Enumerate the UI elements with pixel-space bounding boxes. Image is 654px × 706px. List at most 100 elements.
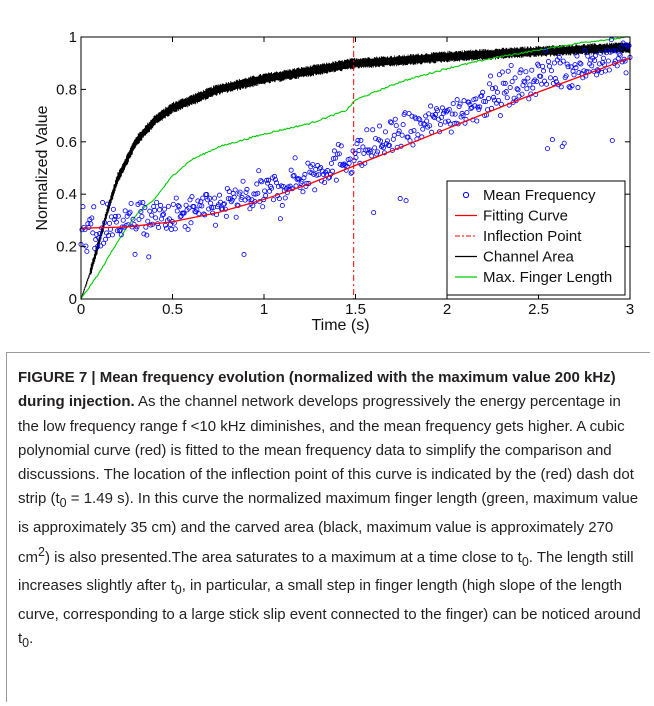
mean-frequency-point [393,123,399,129]
mean-frequency-point [112,213,118,219]
mean-frequency-point [226,189,232,195]
mean-frequency-point [114,228,120,234]
mean-frequency-point [144,232,150,238]
mean-frequency-point [173,195,179,201]
mean-frequency-point [521,78,527,84]
mean-frequency-point [476,106,482,112]
mean-frequency-point [560,58,566,64]
mean-frequency-point [490,94,496,100]
mean-frequency-point [102,220,108,226]
mean-frequency-point [98,243,104,249]
figure-caption: FIGURE 7 | Mean frequency evolution (nor… [18,366,642,655]
caption-left-rule [6,352,7,702]
mean-frequency-point [472,103,478,109]
mean-frequency-point [514,86,520,92]
mean-frequency-point [527,82,533,88]
mean-frequency-point [509,79,515,85]
mean-frequency-point [360,144,366,150]
x-tick-label: 3 [626,301,634,318]
mean-frequency-point [153,215,159,221]
mean-frequency-point [578,61,584,67]
mean-frequency-point [204,192,210,198]
mean-frequency-point [382,129,388,135]
mean-frequency-point [574,53,580,59]
mean-frequency-point [206,206,212,212]
mean-frequency-point [473,96,479,102]
mean-frequency-point [118,232,124,238]
mean-frequency-point [569,83,575,89]
mean-frequency-point [392,116,398,122]
caption-body-6: . [29,629,34,647]
mean-frequency-point [194,207,200,213]
y-tick-label: 0.4 [56,186,77,203]
chart-figure: 0 0.5 1 1.5 2 2.5 3 0 0.2 0.4 0.6 0.8 1 Time (s) Norma… [0,0,654,340]
mean-frequency-point [305,160,311,166]
mean-frequency-point [271,173,277,179]
mean-frequency-point [338,143,344,149]
mean-frequency-point [435,108,441,114]
mean-frequency-point [140,200,146,206]
mean-frequency-point [127,209,133,215]
mean-frequency-point [183,202,189,208]
x-tick-label: 2.5 [528,301,549,318]
mean-frequency-point [606,67,612,73]
mean-frequency-point [294,176,300,182]
mean-frequency-point [618,44,624,50]
mean-frequency-point [605,58,611,64]
mean-frequency-point [497,113,503,119]
mean-frequency-point [244,186,250,192]
mean-frequency-point [524,86,530,92]
mean-frequency-point [341,161,347,167]
mean-frequency-point [518,67,524,73]
mean-frequency-point [110,206,116,212]
mean-frequency-point [156,224,162,230]
series-line-channel-area [80,42,631,301]
mean-frequency-point [456,103,462,109]
mean-frequency-point [457,101,463,107]
mean-frequency-point [250,203,256,209]
mean-frequency-point [259,179,265,185]
mean-frequency-point [415,132,421,138]
mean-frequency-point [508,62,514,68]
mean-frequency-point [325,168,331,174]
mean-frequency-point [517,70,523,76]
mean-frequency-point [489,86,495,92]
legend-label: Fitting Curve [483,208,568,225]
mean-frequency-point [273,180,279,186]
mean-frequency-point [299,179,305,185]
mean-frequency-point [549,137,555,143]
mean-frequency-point [100,200,106,206]
mean-frequency-point [477,104,483,110]
mean-frequency-point [355,137,361,143]
mean-frequency-point [91,204,97,210]
mean-frequency-point [561,140,567,146]
mean-frequency-point [448,129,454,135]
mean-frequency-point [576,70,582,76]
mean-frequency-point [222,206,228,212]
mean-frequency-point [437,122,443,128]
mean-frequency-point [312,187,318,193]
x-tick-label: 0.5 [162,301,183,318]
caption-sub-t0-b: 0 [521,555,529,570]
x-tick-label: 1 [260,301,268,318]
mean-frequency-point [558,84,564,90]
mean-frequency-point [84,248,90,254]
mean-frequency-point [424,118,430,124]
mean-frequency-point [237,189,243,195]
mean-frequency-point [240,178,246,184]
mean-frequency-point [377,123,383,129]
mean-frequency-point [288,167,294,173]
mean-frequency-point [480,89,486,95]
mean-frequency-point [391,132,397,138]
mean-frequency-point [411,128,417,134]
chart-axes: 0 0.5 1 1.5 2 2.5 3 0 0.2 0.4 0.6 0.8 1 Time (s) Norma… [34,29,634,334]
mean-frequency-point [254,181,260,187]
mean-frequency-point [160,211,166,217]
mean-frequency-point [598,50,604,56]
mean-frequency-point [512,75,518,81]
mean-frequency-point [200,195,206,201]
mean-frequency-point [356,148,362,154]
mean-frequency-point [552,76,558,82]
mean-frequency-point [358,137,364,143]
mean-frequency-point [481,98,487,104]
